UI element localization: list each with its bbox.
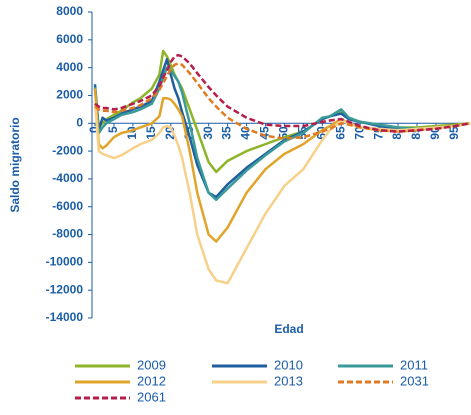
y-tick-label: -6000 (52, 199, 83, 213)
y-tick-label: 4000 (56, 60, 83, 74)
x-tick-label: 95 (447, 126, 461, 140)
y-tick-label: -8000 (52, 227, 83, 241)
y-tick-label: 0 (76, 115, 83, 129)
legend-label: 2012 (137, 373, 166, 388)
legend-label: 2009 (137, 357, 166, 372)
series-line (94, 62, 471, 140)
legend-label: 2061 (137, 389, 166, 404)
x-tick-label: 35 (220, 126, 234, 140)
x-tick-label: 45 (258, 126, 272, 140)
legend-label: 2011 (400, 357, 428, 372)
x-tick-label: 0 (87, 126, 101, 133)
y-tick-label: -14000 (46, 310, 84, 324)
y-tick-label: 8000 (56, 4, 83, 18)
y-axis-label: Saldo migratorio (8, 117, 22, 212)
y-tick-label: 2000 (56, 88, 83, 102)
legend-label: 2031 (400, 373, 429, 388)
y-tick-label: -4000 (52, 171, 83, 185)
x-axis-label: Edad (274, 322, 303, 336)
legend-label: 2010 (274, 357, 303, 372)
x-tick-label: 40 (239, 126, 253, 140)
y-tick-label: -10000 (46, 255, 84, 269)
x-tick-label: 70 (352, 126, 366, 140)
legend-label: 2013 (274, 373, 303, 388)
x-tick-label: 5 (106, 126, 120, 133)
x-tick-label: 30 (201, 126, 215, 140)
y-tick-label: 6000 (56, 32, 83, 46)
y-tick-label: -2000 (52, 143, 83, 157)
series-line (93, 66, 471, 202)
series-line (93, 88, 471, 243)
series-line (94, 53, 471, 133)
y-tick-label: -12000 (46, 282, 84, 296)
x-tick-label: 65 (333, 126, 347, 140)
